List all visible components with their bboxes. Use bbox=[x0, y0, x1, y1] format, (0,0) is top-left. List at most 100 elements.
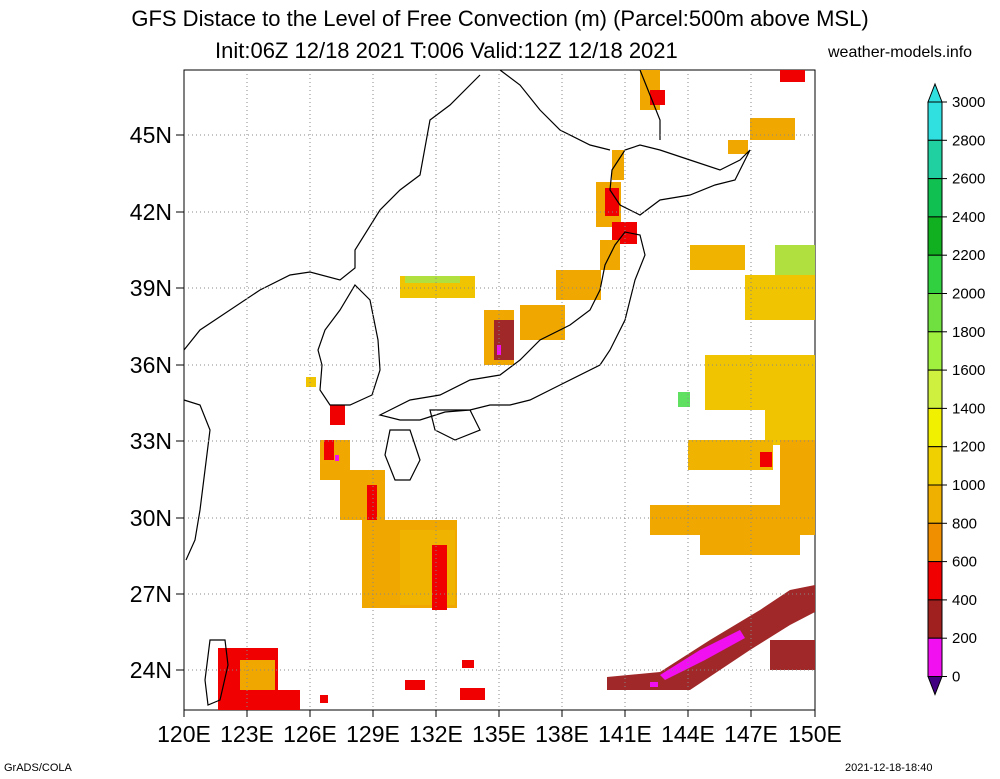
colorbar-segment bbox=[927, 216, 943, 256]
taiwan-coast bbox=[204, 639, 229, 706]
field-patch bbox=[700, 530, 800, 555]
field-patch bbox=[705, 355, 815, 410]
colorbar-segment bbox=[927, 599, 943, 639]
colorbar-label: 2000 bbox=[952, 286, 985, 303]
lon-label: 123E bbox=[220, 721, 274, 747]
field-patch bbox=[775, 245, 815, 280]
lat-label: 24N bbox=[130, 657, 172, 683]
field-patch bbox=[240, 660, 275, 690]
lfc-field bbox=[218, 70, 815, 710]
colorbar-segment bbox=[927, 293, 943, 333]
colorbar-label: 2200 bbox=[952, 247, 985, 264]
honshu-coast bbox=[378, 231, 646, 421]
software-credit: GrADS/COLA bbox=[4, 762, 72, 774]
field-patch bbox=[780, 70, 805, 82]
colorbar-segment bbox=[927, 637, 943, 678]
colorbar-label: 2400 bbox=[952, 209, 985, 226]
field-patch bbox=[556, 270, 601, 300]
colorbar-label: 200 bbox=[952, 630, 977, 647]
lat-label: 39N bbox=[130, 275, 172, 301]
colorbar-segment bbox=[927, 139, 943, 180]
colorbar-label: 1400 bbox=[952, 400, 985, 417]
colorbar-segment bbox=[927, 369, 943, 409]
field-patch bbox=[612, 150, 624, 180]
lon-label: 147E bbox=[724, 721, 778, 747]
chart-subtitle: Init:06Z 12/18 2021 T:006 Valid:12Z 12/1… bbox=[215, 38, 678, 63]
field-patch bbox=[728, 140, 748, 154]
colorbar-segment bbox=[927, 178, 943, 218]
kyushu-coast bbox=[384, 429, 421, 481]
colorbar-label: 400 bbox=[952, 592, 977, 609]
lon-label: 138E bbox=[535, 721, 589, 747]
lon-label: 141E bbox=[598, 721, 652, 747]
colorbar-label: 1600 bbox=[952, 362, 985, 379]
field-patch bbox=[460, 688, 485, 700]
colorbar-label: 2600 bbox=[952, 171, 985, 188]
colorbar-label: 800 bbox=[952, 515, 977, 532]
chart-title: GFS Distace to the Level of Free Convect… bbox=[131, 6, 869, 31]
field-patch bbox=[688, 440, 773, 470]
colorbar: 3000280026002400220020001800160014001200… bbox=[927, 82, 985, 696]
hokkaido-coast bbox=[609, 144, 751, 216]
colorbar-label: 2800 bbox=[952, 132, 985, 149]
longitude-labels: 120E 123E 126E 129E 132E 135E 138E 141E 144E 147E… bbox=[157, 710, 842, 747]
lon-label: 120E bbox=[157, 721, 211, 747]
lon-label: 150E bbox=[788, 721, 842, 747]
russia-coast bbox=[499, 69, 611, 151]
timestamp: 2021-12-18-18:40 bbox=[845, 762, 933, 774]
lon-label: 135E bbox=[472, 721, 526, 747]
colorbar-segment bbox=[927, 407, 943, 448]
colorbar-segment bbox=[927, 331, 943, 371]
colorbar-segment bbox=[927, 254, 943, 294]
field-patch bbox=[306, 377, 316, 387]
lat-label: 27N bbox=[130, 581, 172, 607]
field-patch bbox=[330, 405, 345, 425]
field-patch bbox=[650, 90, 665, 105]
lat-label: 42N bbox=[130, 199, 172, 225]
colorbar-label: 3000 bbox=[952, 94, 985, 111]
lat-label: 45N bbox=[130, 122, 172, 148]
colorbar-segment bbox=[927, 446, 943, 486]
china-south-coast bbox=[183, 399, 211, 561]
field-patch bbox=[405, 680, 425, 690]
colorbar-label: 1200 bbox=[952, 439, 985, 456]
field-patch bbox=[605, 188, 619, 216]
colorbar-segment bbox=[927, 561, 943, 601]
field-patch bbox=[770, 640, 815, 670]
coastlines bbox=[183, 69, 751, 706]
colorbar-label: 600 bbox=[952, 554, 977, 571]
field-patch bbox=[520, 305, 565, 340]
field-patch bbox=[765, 410, 815, 445]
field-patch bbox=[320, 695, 328, 703]
lat-label: 36N bbox=[130, 352, 172, 378]
china-coast bbox=[183, 74, 481, 351]
lon-label: 144E bbox=[661, 721, 715, 747]
colorbar-label: 1000 bbox=[952, 477, 985, 494]
field-patch bbox=[660, 630, 745, 680]
colorbar-bottom-arrow bbox=[927, 676, 943, 696]
colorbar-label: 0 bbox=[952, 669, 960, 686]
field-patch bbox=[607, 585, 815, 690]
latitude-labels: 45N 42N 39N 36N 33N 30N 27N 24N bbox=[130, 122, 184, 683]
source-credit: weather-models.info bbox=[828, 44, 973, 61]
field-patch bbox=[432, 545, 447, 610]
field-patch bbox=[760, 452, 772, 467]
korea-coast bbox=[317, 284, 381, 406]
lon-label: 129E bbox=[346, 721, 400, 747]
lon-label: 132E bbox=[409, 721, 463, 747]
lat-label: 30N bbox=[130, 505, 172, 531]
lon-label: 126E bbox=[283, 721, 337, 747]
field-patch bbox=[340, 470, 385, 520]
sakhalin-coast bbox=[639, 69, 661, 140]
field-patch bbox=[324, 440, 334, 460]
field-patch bbox=[462, 660, 474, 668]
shikoku-coast bbox=[429, 409, 481, 441]
colorbar-segment bbox=[927, 101, 943, 141]
field-patch bbox=[650, 682, 658, 687]
colorbar-segment bbox=[927, 484, 943, 524]
field-patch bbox=[255, 690, 300, 710]
colorbar-segment bbox=[927, 522, 943, 563]
graticule bbox=[184, 70, 815, 710]
field-patch bbox=[405, 276, 460, 283]
